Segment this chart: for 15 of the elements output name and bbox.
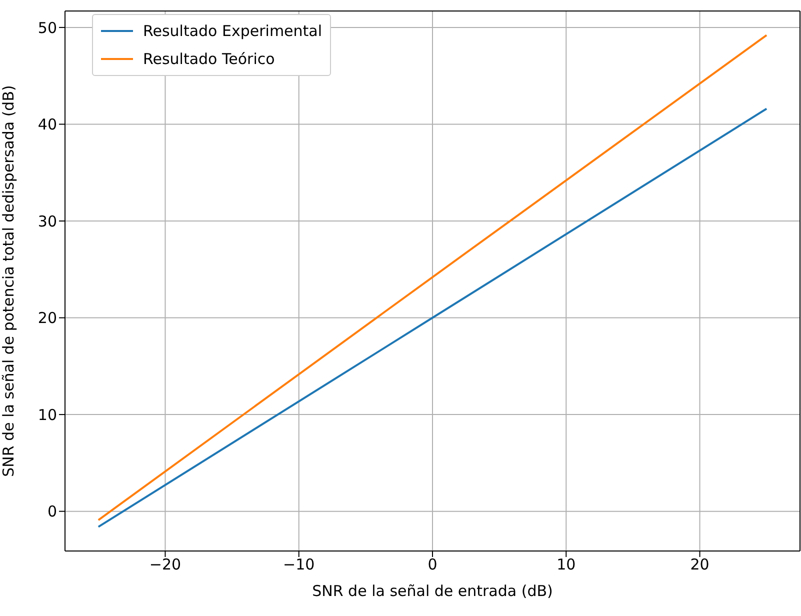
x-tick-label: 20 <box>690 556 710 574</box>
y-tick-label: 10 <box>38 406 57 424</box>
legend-label: Resultado Experimental <box>143 22 322 40</box>
x-tick-label: −20 <box>149 556 182 574</box>
x-tick-label: −10 <box>283 556 315 574</box>
x-axis-title: SNR de la señal de entrada (dB) <box>312 582 553 600</box>
y-tick-label: 0 <box>47 502 57 521</box>
y-tick-label: 20 <box>38 309 57 328</box>
x-tick-label: 10 <box>556 556 576 574</box>
y-tick-label: 30 <box>38 212 57 230</box>
y-tick-label: 40 <box>38 116 57 134</box>
x-tick-label: 0 <box>428 556 438 574</box>
legend-label: Resultado Teórico <box>143 50 275 68</box>
y-axis-title: SNR de la señal de potencia total dedispersada (dB) <box>0 85 18 477</box>
y-tick-label: 50 <box>38 18 57 37</box>
